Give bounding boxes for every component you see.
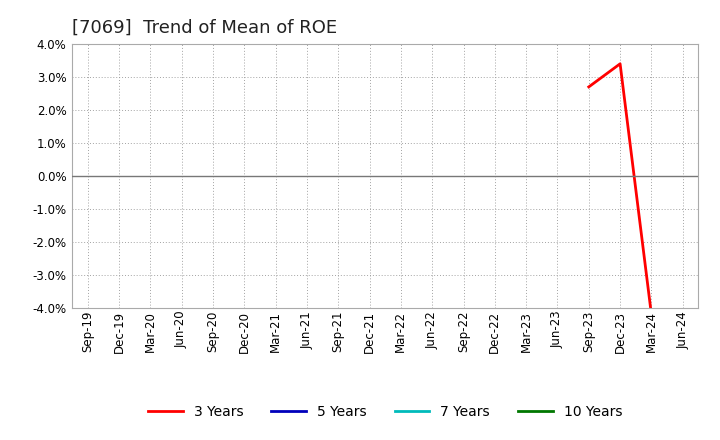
- Text: [7069]  Trend of Mean of ROE: [7069] Trend of Mean of ROE: [72, 19, 337, 37]
- Line: 3 Years: 3 Years: [589, 64, 652, 315]
- Legend: 3 Years, 5 Years, 7 Years, 10 Years: 3 Years, 5 Years, 7 Years, 10 Years: [143, 400, 628, 425]
- 3 Years: [585, 84, 593, 90]
- 3 Years: [616, 61, 624, 66]
- 3 Years: [647, 312, 656, 317]
